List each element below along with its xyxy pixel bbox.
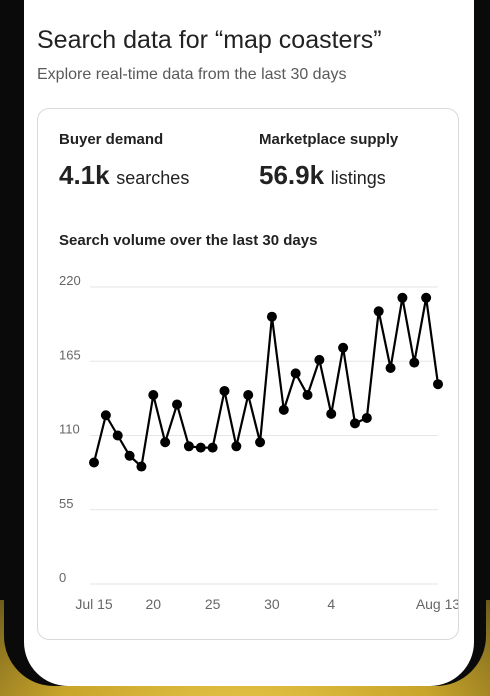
y-tick-label: 110 — [59, 422, 80, 437]
data-point — [231, 441, 242, 452]
marketplace-supply-unit: listings — [330, 168, 386, 188]
data-point — [433, 379, 443, 390]
data-point — [361, 412, 372, 423]
data-point — [89, 457, 99, 468]
phone-frame: Search data for “map coasters” Explore r… — [4, 0, 486, 686]
page-subtitle: Explore real-time data from the last 30 … — [37, 66, 347, 83]
data-point — [385, 363, 396, 373]
data-point — [172, 399, 183, 410]
marketplace-supply-label: Marketplace supply — [259, 131, 399, 148]
x-tick-label: 4 — [327, 596, 335, 612]
data-point — [207, 442, 218, 453]
search-volume-chart: 0 55 110 165 220 Jul 15 20 25 30 4 Aug 13 — [59, 273, 458, 612]
y-tick-label: 220 — [59, 273, 81, 288]
x-tick-label: 25 — [205, 596, 221, 612]
x-tick-label: 30 — [264, 596, 280, 612]
data-point — [314, 354, 325, 365]
y-tick-label: 0 — [59, 570, 66, 585]
marketplace-supply-stat: Marketplace supply 56.9k listings — [259, 131, 398, 191]
data-point — [397, 292, 408, 303]
data-point — [195, 442, 206, 453]
data-point — [302, 390, 313, 400]
phone-screen: Search data for “map coasters” Explore r… — [24, 0, 474, 686]
data-point — [255, 437, 266, 448]
chart-title: Search volume over the last 30 days — [59, 232, 318, 249]
data-point — [112, 430, 123, 441]
data-point — [243, 390, 254, 400]
buyer-demand-unit: searches — [116, 168, 190, 188]
data-point — [160, 437, 171, 448]
data-point — [373, 306, 384, 317]
data-point — [136, 461, 147, 472]
search-data-card: Buyer demand 4.1k searches Marketplace s… — [37, 108, 459, 640]
buyer-demand-value: 4.1k searches — [59, 160, 189, 191]
data-point — [421, 292, 432, 303]
data-point — [148, 390, 159, 400]
x-tick-label: Jul 15 — [75, 596, 113, 612]
data-point — [100, 410, 111, 421]
data-point — [338, 342, 349, 353]
data-point — [326, 408, 337, 419]
buyer-demand-stat: Buyer demand 4.1k searches — [59, 131, 189, 191]
data-point — [219, 385, 230, 396]
data-point — [349, 418, 360, 429]
y-tick-label: 55 — [59, 496, 73, 511]
marketplace-supply-value: 56.9k listings — [259, 160, 398, 191]
buyer-demand-label: Buyer demand — [59, 131, 164, 148]
data-point — [409, 357, 420, 368]
search-volume-line — [92, 296, 440, 468]
data-point — [278, 404, 289, 415]
x-tick-label: Aug 13 — [416, 596, 458, 612]
data-point — [266, 311, 277, 322]
buyer-demand-number: 4.1k — [59, 160, 110, 190]
marketplace-supply-number: 56.9k — [259, 160, 325, 190]
page-title: Search data for “map coasters” — [37, 26, 382, 54]
y-tick-label: 165 — [59, 347, 81, 362]
x-tick-label: 20 — [146, 596, 162, 612]
data-point — [290, 368, 301, 379]
data-point — [183, 441, 194, 452]
data-point — [124, 450, 135, 461]
